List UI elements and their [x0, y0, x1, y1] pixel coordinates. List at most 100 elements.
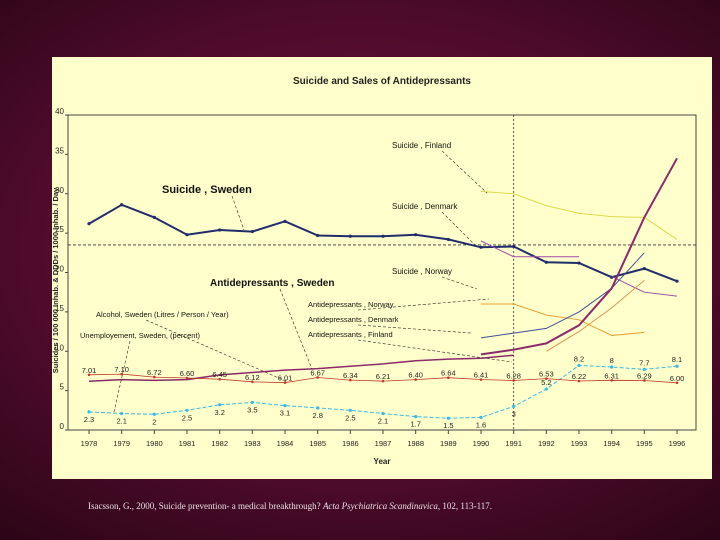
series-point-0	[512, 244, 516, 249]
x-tick-label: 1978	[81, 439, 98, 448]
citation-authors: Isacsson, G., 2000, Suicide prevention- …	[88, 501, 321, 511]
unemployment-data-label: 3	[512, 409, 516, 418]
unemployment-data-label: 7.7	[639, 358, 649, 367]
annotation-label: Antidepressants , Norway	[308, 300, 394, 309]
y-tick-label: 20	[55, 265, 64, 274]
unemployment-data-label: 2.1	[378, 416, 388, 425]
series-point-0	[87, 222, 91, 226]
series-point-9	[446, 416, 450, 420]
series-line-3	[611, 275, 678, 297]
x-tick-label: 1983	[244, 439, 261, 448]
series-point-9	[642, 367, 646, 371]
alcohol-data-label: 6.21	[376, 372, 391, 381]
series-point-9	[316, 406, 320, 410]
series-point-9	[544, 387, 548, 391]
annotation-arrow	[113, 340, 131, 413]
unemployment-data-label: 2.3	[84, 415, 94, 424]
unemployment-data-label: 1.6	[476, 420, 486, 429]
y-tick-label: 35	[55, 146, 64, 155]
series-point-0	[381, 234, 385, 238]
series-point-9	[610, 365, 614, 369]
annotation-arrow	[441, 211, 478, 248]
x-tick-label: 1992	[538, 439, 555, 448]
annotation-arrow	[441, 276, 478, 290]
unemployment-data-label: 3.5	[247, 405, 257, 414]
line-chart: Suicide and Sales of Antidepressants 0 5 10…	[52, 76, 697, 466]
x-tick-label: 1995	[636, 439, 653, 448]
unemployment-data-label: 3.1	[280, 409, 290, 418]
y-axis-label: Suicides / 100 000 Inhab. & DDDs / 1000 …	[52, 187, 60, 373]
annotation-arrow	[231, 195, 245, 231]
series-line-1	[480, 190, 678, 240]
series-point-0	[120, 203, 124, 207]
series-point-9	[348, 408, 352, 412]
annotation-label: Antidepressants , Denmark	[308, 315, 399, 324]
unemployment-data-label: 2.8	[312, 411, 322, 420]
unemployment-data-label: 2.5	[345, 413, 355, 422]
annotation-arrow	[357, 298, 490, 311]
series-point-0	[152, 215, 156, 219]
unemployment-data-label: 8	[610, 356, 614, 365]
annotation-label: Suicide , Denmark	[392, 202, 458, 211]
annotation-arrow	[145, 319, 289, 383]
unemployment-data-label: 8.2	[574, 354, 584, 363]
alcohol-data-label: 6.53	[539, 370, 554, 379]
alcohol-data-label: 6.67	[310, 368, 325, 377]
x-tick-label: 1979	[113, 439, 130, 448]
series-point-0	[544, 260, 548, 264]
x-tick-label: 1993	[571, 439, 588, 448]
series-line-6	[546, 280, 645, 352]
series-point-0	[642, 266, 646, 271]
series-point-9	[120, 411, 124, 416]
alcohol-data-label: 6.41	[474, 371, 489, 380]
annotation-label: Suicide , Finland	[392, 141, 451, 150]
x-tick-label: 1980	[146, 439, 163, 448]
annotation-arrow	[279, 288, 313, 370]
alcohol-data-label: 6.12	[245, 373, 260, 382]
alcohol-line	[88, 373, 678, 384]
alcohol-data-label: 6.31	[604, 371, 619, 380]
x-tick-label: 1982	[211, 439, 228, 448]
series-point-0	[577, 261, 581, 265]
annotation-label: Antidepressants , Finland	[308, 330, 393, 339]
chart-panel: Suicide and Sales of Antidepressants 0 5 10…	[52, 57, 712, 479]
series-point-9	[479, 415, 483, 419]
alcohol-data-label: 6.64	[441, 369, 456, 378]
series-line-0	[88, 203, 678, 283]
x-tick-label: 1984	[277, 439, 294, 448]
x-tick-label: 1994	[603, 439, 620, 448]
series-point-9	[250, 400, 254, 405]
alcohol-data-label: 7.01	[82, 366, 97, 375]
series-line-8	[88, 354, 514, 382]
y-tick-label: 5	[60, 383, 65, 392]
chart-title: Suicide and Sales of Antidepressants	[293, 76, 471, 87]
series-point-0	[218, 228, 222, 232]
series-point-0	[283, 219, 287, 223]
y-tick-label: 25	[55, 225, 64, 234]
annotation-label: Suicide , Sweden	[162, 184, 252, 196]
annotation-arrow	[357, 324, 472, 334]
x-tick-label: 1990	[473, 439, 490, 448]
unemployment-data-label: 8.1	[672, 355, 682, 364]
unemployment-data-label: 2	[152, 417, 156, 426]
series-point-9	[381, 411, 385, 416]
y-tick-label: 30	[55, 186, 64, 195]
citation-journal: Acta Psychiatrica Scandinavica	[322, 501, 438, 511]
series-point-9	[87, 410, 91, 414]
alcohol-data-label: 6.40	[408, 371, 423, 380]
unemployment-data-label: 5.2	[541, 378, 551, 387]
x-tick-label: 1991	[505, 439, 522, 448]
series-point-0	[250, 229, 254, 234]
annotation-label: Suicide , Norway	[392, 267, 452, 276]
series-point-0	[675, 279, 679, 283]
series-point-9	[414, 415, 418, 419]
series-line-2	[480, 240, 579, 258]
unemployment-data-label: 2.5	[182, 413, 192, 422]
alcohol-data-label: 6.45	[212, 370, 227, 379]
alcohol-data-label: 6.01	[278, 374, 293, 383]
series-line-7	[480, 157, 678, 356]
series-point-9	[218, 403, 222, 407]
x-tick-label: 1981	[179, 439, 196, 448]
series-point-0	[479, 245, 483, 249]
series-point-9	[512, 404, 516, 408]
